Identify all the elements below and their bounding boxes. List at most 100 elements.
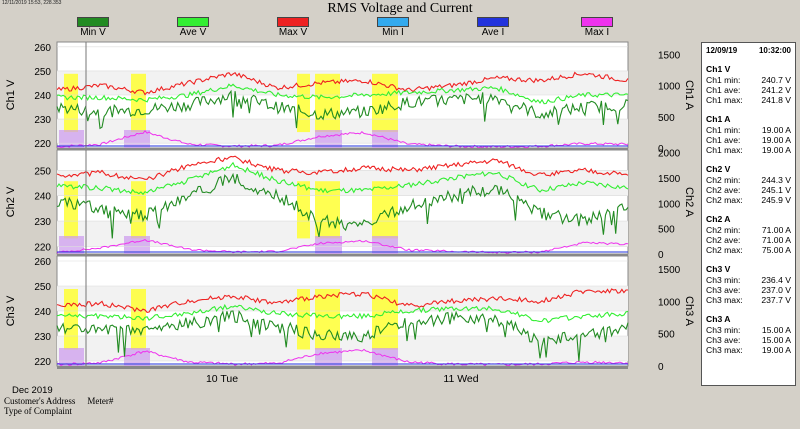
readout-group-title: Ch2 A xyxy=(706,214,731,224)
legend-item-max-i[interactable]: Max I xyxy=(567,17,627,38)
readout-group-title: Ch1 A xyxy=(706,114,731,124)
panel-separator xyxy=(57,366,628,369)
readout-group-ch3-a: Ch3 A Ch3 min: 15.00 A Ch3 ave: 15.00 A Ch… xyxy=(702,314,795,355)
y-tick-label-left: 230 xyxy=(34,217,51,228)
readout-label: Ch2 max: xyxy=(706,245,743,255)
legend-swatch xyxy=(377,17,409,27)
panel-ch2: 250 240 230 220 2000 1500 1000 500 0 Ch2 V Ch2 A xyxy=(5,149,695,261)
current-event-highlight xyxy=(315,236,342,254)
event-highlight xyxy=(131,73,146,133)
y-tick-label-left: 220 xyxy=(34,357,51,368)
readout-label: Ch2 max: xyxy=(706,195,743,205)
readout-group-ch1-v: Ch1 V Ch1 min: 240.7 V Ch1 ave: 241.2 V Ch… xyxy=(702,64,795,105)
readout-value: 245.1 V xyxy=(761,185,791,195)
readout-label: Ch1 max: xyxy=(706,145,743,155)
readout-value: 15.00 A xyxy=(761,325,791,335)
readout-header: 12/09/19 10:32:00 xyxy=(702,43,795,55)
y-tick-label-left: 240 xyxy=(34,91,51,102)
legend-label: Ave V xyxy=(179,27,207,38)
current-event-highlight xyxy=(124,348,150,366)
y-tick-label-left: 250 xyxy=(34,67,51,78)
readout-row: Ch1 ave: 19.00 A xyxy=(706,135,791,145)
footer: Dec 2019 Customer's Address Meter# Type o… xyxy=(4,385,125,416)
current-event-highlight xyxy=(124,236,150,254)
readout-label: Ch3 max: xyxy=(706,295,743,305)
legend-item-max-v[interactable]: Max V xyxy=(263,17,323,38)
current-event-highlight xyxy=(372,348,398,366)
event-highlight xyxy=(297,181,310,239)
legend-item-ave-i[interactable]: Ave I xyxy=(463,17,523,38)
readout-label: Ch2 ave: xyxy=(706,235,741,245)
readout-row: Ch3 min: 15.00 A xyxy=(706,325,791,335)
readout-row: Ch3 max: 237.7 V xyxy=(706,295,791,305)
y-tick-label-left: 220 xyxy=(34,242,51,253)
y-tick-label-right: 0 xyxy=(658,144,664,155)
legend-label: Ave I xyxy=(481,27,505,38)
y-tick-label-right: 1500 xyxy=(658,50,681,61)
legend-swatch xyxy=(581,17,613,27)
y-axis-label-left: Ch1 V xyxy=(5,79,17,110)
current-event-highlight xyxy=(59,130,84,148)
y-tick-label-left: 220 xyxy=(34,139,51,150)
current-event-highlight xyxy=(315,348,342,366)
footer-date: Dec 2019 xyxy=(12,385,53,396)
series-line-max-v xyxy=(56,288,628,314)
readout-group-title: Ch3 A xyxy=(706,314,731,324)
legend-item-min-i[interactable]: Min I xyxy=(363,17,423,38)
y-axis-label-right: Ch3 A xyxy=(683,296,695,327)
series-line-min-v xyxy=(56,89,629,130)
readout-label: Ch2 min: xyxy=(706,175,741,185)
readout-row: Ch2 max: 245.9 V xyxy=(706,195,791,205)
readout-label: Ch2 ave: xyxy=(706,185,741,195)
readout-value: 245.9 V xyxy=(761,195,791,205)
readout-panel: 12/09/19 10:32:00 Ch1 V Ch1 min: 240.7 V … xyxy=(701,42,796,386)
y-tick-label-left: 250 xyxy=(34,282,51,293)
legend-label: Min I xyxy=(382,27,404,38)
readout-row: Ch2 min: 244.3 V xyxy=(706,175,791,185)
readout-group-ch3-v: Ch3 V Ch3 min: 236.4 V Ch3 ave: 237.0 V Ch… xyxy=(702,264,795,305)
readout-date: 12/09/19 xyxy=(706,46,738,55)
current-event-highlight xyxy=(315,130,342,148)
current-event-highlight xyxy=(59,348,84,366)
y-tick-label-right: 500 xyxy=(658,330,675,341)
y-tick-label-right: 2000 xyxy=(658,149,681,160)
readout-label: Ch3 max: xyxy=(706,345,743,355)
readout-label: Ch1 min: xyxy=(706,125,741,135)
event-highlight xyxy=(372,73,398,133)
series-line-min-v xyxy=(56,172,629,239)
readout-row: Ch1 max: 241.8 V xyxy=(706,95,791,105)
series-line-max-v xyxy=(56,155,629,181)
y-tick-label-right: 500 xyxy=(658,113,675,124)
event-highlight xyxy=(372,181,398,239)
readout-label: Ch1 max: xyxy=(706,95,743,105)
readout-group-ch2-a: Ch2 A Ch2 min: 71.00 A Ch2 ave: 71.00 A Ch… xyxy=(702,214,795,255)
current-event-highlight xyxy=(372,130,398,148)
readout-row: Ch3 ave: 237.0 V xyxy=(706,285,791,295)
readout-row: Ch1 min: 19.00 A xyxy=(706,125,791,135)
readout-value: 236.4 V xyxy=(761,275,791,285)
current-event-highlight xyxy=(372,236,398,254)
current-event-highlight xyxy=(59,236,84,254)
event-highlight xyxy=(64,73,78,133)
y-axis-label-left: Ch3 V xyxy=(5,295,17,326)
readout-row: Ch1 ave: 241.2 V xyxy=(706,85,791,95)
plot-band xyxy=(57,286,628,311)
y-tick-label-right: 1500 xyxy=(658,174,681,185)
legend-swatch xyxy=(177,17,209,27)
readout-value: 71.00 A xyxy=(761,235,791,245)
readout-value: 19.00 A xyxy=(761,145,791,155)
y-axis-label-right: Ch2 A xyxy=(683,187,695,218)
event-highlight xyxy=(315,289,340,350)
footer-address-line: Customer's Address Meter# xyxy=(4,396,125,406)
readout-value: 19.00 A xyxy=(761,135,791,145)
legend-item-ave-v[interactable]: Ave V xyxy=(163,17,223,38)
readout-group-ch2-v: Ch2 V Ch2 min: 244.3 V Ch2 ave: 245.1 V Ch… xyxy=(702,164,795,205)
legend: Min V Ave V Max V Min I Ave I Max I xyxy=(0,17,800,41)
y-tick-label-right: 1000 xyxy=(658,199,681,210)
readout-label: Ch1 min: xyxy=(706,75,741,85)
readout-label: Ch3 min: xyxy=(706,275,741,285)
panel-ch3: 260 250 240 230 220 1500 1000 500 0 Ch3 V Ch3 A xyxy=(5,255,695,373)
readout-value: 240.7 V xyxy=(761,75,791,85)
legend-item-min-v[interactable]: Min V xyxy=(63,17,123,38)
readout-group-title: Ch2 V xyxy=(706,164,731,174)
